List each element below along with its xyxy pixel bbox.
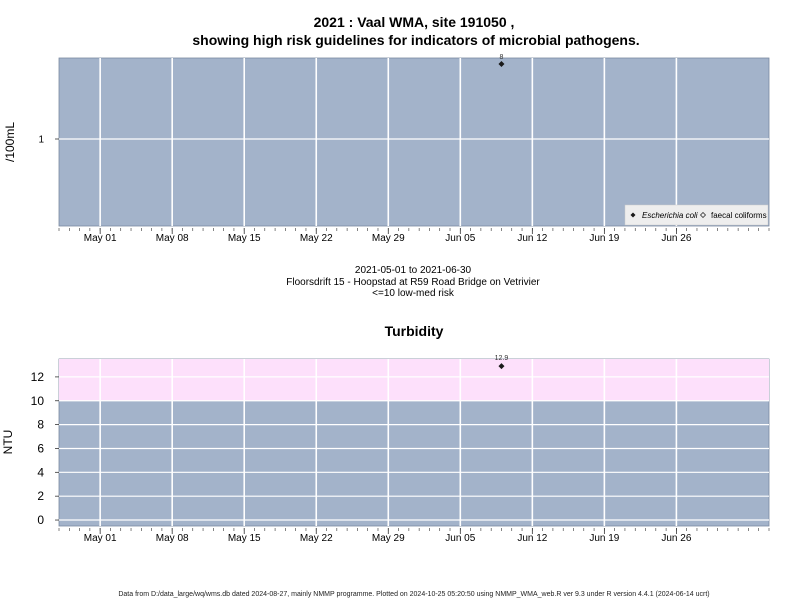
turbidity-y-axis: 0 2 4 6 8 10 12 — [31, 370, 59, 527]
x-tick-label: Jun 05 — [445, 233, 475, 244]
chart-title-line2: showing high risk guidelines for indicat… — [192, 32, 639, 48]
legend-marker-ecoli — [630, 212, 636, 218]
y-tick-label: 1 — [38, 135, 44, 146]
turbidity-gridlines — [59, 359, 769, 526]
x-tick-label: Jun 19 — [589, 533, 619, 544]
x-tick-label: Jun 12 — [517, 233, 547, 244]
x-tick-label: Jun 19 — [589, 233, 619, 244]
y-tick-label: 10 — [31, 394, 45, 408]
x-tick-label: Jun 26 — [661, 233, 691, 244]
x-tick-label: May 01 — [84, 233, 117, 244]
x-tick-label: Jun 26 — [661, 533, 691, 544]
footer-note: Data from D:/data_large/wq/wms.db dated … — [118, 591, 709, 598]
y-tick-label: 12 — [31, 370, 45, 384]
x-tick-label: May 29 — [372, 533, 405, 544]
microbial-x-axis: May 01 May 08 May 15 May 22 May 29 Jun 05 Jun … — [58, 228, 770, 244]
data-point — [498, 363, 505, 370]
x-tick-label: Jun 05 — [445, 533, 475, 544]
microbial-gridlines — [59, 58, 769, 226]
caption-risk-note: <=10 low-med risk — [372, 288, 455, 299]
data-label: 8 — [500, 54, 504, 61]
data-point — [498, 61, 505, 67]
x-tick-label: May 08 — [156, 533, 189, 544]
x-tick-label: May 22 — [300, 533, 333, 544]
microbial-points: 8 — [498, 54, 505, 67]
microbial-y-axis: 1 — [38, 135, 59, 146]
microbial-plot-area — [58, 57, 770, 227]
y-tick-label: 2 — [37, 489, 44, 503]
y-tick-label: 6 — [37, 441, 44, 455]
microbial-panel: May 01 May 08 May 15 May 22 May 29 Jun 05 Jun … — [3, 54, 770, 244]
turbidity-points: 12.9 — [495, 355, 509, 370]
legend-marker-faecal — [700, 212, 706, 218]
x-tick-label: May 29 — [372, 233, 405, 244]
chart-title-line1: 2021 : Vaal WMA, site 191050 , — [314, 14, 515, 30]
x-tick-label: May 22 — [300, 233, 333, 244]
microbial-y-axis-label: /100mL — [3, 122, 17, 162]
x-tick-label: Jun 12 — [517, 533, 547, 544]
data-label: 12.9 — [495, 355, 509, 362]
legend-box — [624, 204, 769, 226]
high-risk-band — [59, 359, 769, 401]
y-tick-label: 8 — [37, 418, 44, 432]
x-tick-label: May 15 — [228, 533, 261, 544]
y-tick-label: 4 — [37, 465, 44, 479]
turbidity-y-axis-label: NTU — [1, 430, 15, 455]
turbidity-panel: May 01 May 08 May 15 May 22 May 29 Jun 05 Jun … — [1, 355, 770, 544]
legend-label-ecoli: Escherichia coli — [642, 211, 698, 220]
x-tick-label: May 15 — [228, 233, 261, 244]
legend-label-faecal: faecal coliforms — [711, 211, 767, 220]
y-tick-label: 0 — [37, 513, 44, 527]
microbial-legend: Escherichia coli faecal coliforms — [624, 204, 769, 226]
x-tick-label: May 08 — [156, 233, 189, 244]
caption-date-range: 2021-05-01 to 2021-06-30 — [355, 265, 472, 276]
turbidity-x-axis: May 01 May 08 May 15 May 22 May 29 Jun 05 Jun … — [58, 528, 770, 544]
turbidity-title: Turbidity — [385, 323, 444, 339]
caption-site-name: Floorsdrift 15 - Hoopstad at R59 Road Br… — [286, 277, 540, 288]
x-tick-label: May 01 — [84, 533, 117, 544]
